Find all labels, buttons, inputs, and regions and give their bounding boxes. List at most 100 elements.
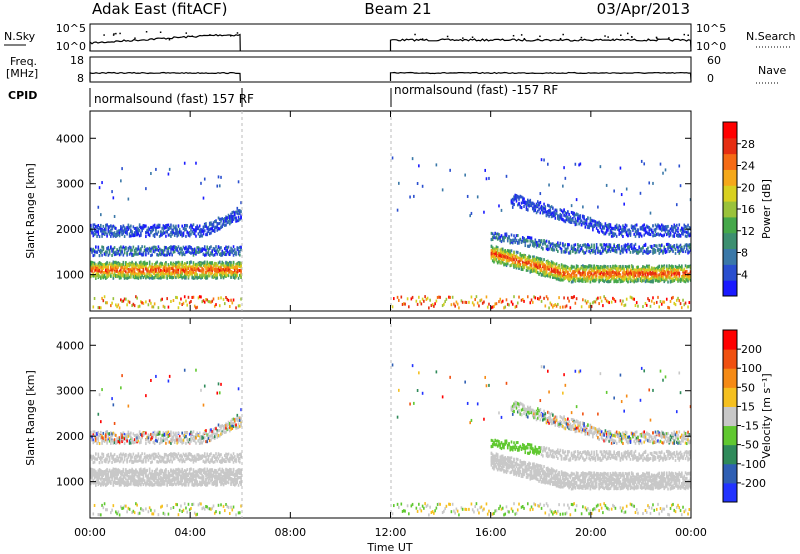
power-cell [657, 224, 659, 228]
colorbar-swatch [723, 248, 737, 265]
power-cell [208, 274, 211, 278]
power-cell [425, 297, 428, 301]
power-cell [682, 248, 684, 252]
power-cell [598, 280, 600, 284]
power-cell [573, 295, 575, 299]
power-cell [668, 306, 671, 310]
power-cell [612, 266, 614, 270]
power-cell [552, 305, 554, 309]
power-cell [523, 262, 525, 266]
power-cell [627, 267, 629, 271]
power-cell [238, 304, 241, 308]
power-cell [520, 254, 523, 258]
power-cell [585, 246, 588, 250]
power-cell [555, 304, 558, 308]
power-cell [217, 261, 220, 265]
power-cell [639, 277, 642, 281]
power-cell [215, 245, 217, 249]
power-cell [117, 262, 120, 266]
power-cell [213, 261, 216, 265]
power-cell [171, 275, 173, 279]
power-cell [523, 205, 525, 209]
power-cell [610, 246, 613, 250]
power-cell [609, 274, 612, 278]
power-cell [562, 243, 564, 247]
power-cell [233, 268, 236, 272]
power-cell [503, 263, 505, 267]
power-cell [161, 231, 163, 235]
power-cell [568, 251, 570, 255]
power-cell [644, 272, 647, 276]
power-cell [182, 231, 185, 235]
power-cell [141, 253, 143, 257]
power-cell [126, 266, 128, 270]
power-cell [632, 275, 634, 279]
power-cell [208, 261, 211, 265]
power-cell [205, 233, 207, 237]
power-cell [152, 305, 155, 309]
power-cell [198, 295, 201, 299]
power-cell [406, 297, 409, 301]
power-cell [555, 262, 558, 266]
nsearch-point [536, 38, 539, 41]
power-cell [112, 297, 115, 301]
power-cell [570, 272, 573, 276]
power-cell [538, 239, 540, 243]
power-cell [187, 245, 190, 249]
power-cell [141, 229, 143, 233]
power-cell [598, 266, 600, 270]
power-cell [655, 274, 658, 278]
power-cell [605, 243, 608, 247]
power-cell [128, 264, 131, 268]
power-cell [630, 268, 633, 272]
power-cell [196, 227, 199, 231]
power-cell [156, 275, 158, 279]
power-cell [563, 296, 565, 300]
power-cell [118, 229, 121, 233]
power-cell [560, 278, 563, 282]
power-cell [216, 269, 219, 273]
power-cell [647, 268, 649, 272]
power-cell [584, 221, 587, 225]
power-cell [117, 251, 120, 255]
power-cell [634, 223, 637, 227]
power-cell [115, 273, 117, 277]
power-cell [190, 223, 192, 227]
power-cell [200, 269, 202, 273]
power-cell [540, 257, 543, 261]
power-cell [177, 271, 180, 275]
power-cell [674, 268, 677, 272]
power-cell [545, 239, 548, 243]
power-cell [539, 265, 542, 269]
power-cell [112, 273, 115, 277]
power-cell [215, 267, 217, 271]
power-cell [588, 249, 590, 253]
power-cell [619, 273, 622, 277]
power-cell [592, 219, 594, 223]
power-cell [539, 206, 542, 210]
power-cell [96, 226, 98, 230]
velocity-cell [92, 438, 95, 442]
power-cell [687, 228, 689, 232]
power-cell [679, 302, 682, 306]
power-cell [131, 248, 133, 252]
power-cell [152, 233, 155, 237]
power-cell [202, 247, 205, 251]
power-cell [138, 272, 141, 276]
power-cell [597, 250, 599, 254]
power-cell [102, 270, 105, 274]
power-cell [221, 249, 224, 253]
power-cell [685, 265, 688, 269]
power-cell [167, 227, 170, 231]
power-cell [630, 224, 633, 228]
power-cell [670, 247, 673, 251]
power-cell [595, 226, 598, 230]
power-cell [102, 231, 105, 235]
power-cell [682, 276, 684, 280]
power-cell [143, 260, 146, 264]
power-cell [125, 246, 127, 250]
power-cell [193, 228, 196, 232]
power-cell [584, 225, 587, 229]
power-cell [222, 297, 225, 301]
power-cell [171, 245, 173, 249]
